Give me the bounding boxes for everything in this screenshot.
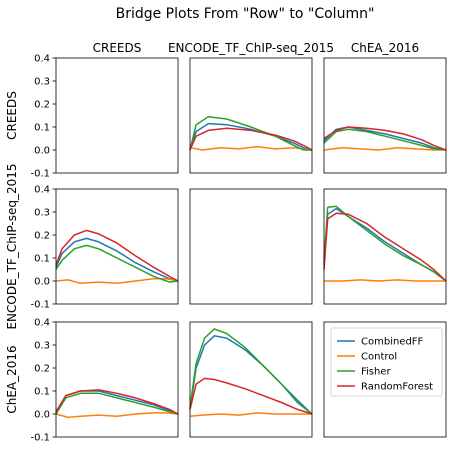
legend-label-fisher: Fisher (361, 367, 392, 378)
row-label-2: ChEA_2016 (5, 345, 19, 413)
y-tick-label: 0.2 (34, 231, 50, 242)
panel-r0-c0: 0.4 0.3 0.2 0.1 0.0 -0.1 (30, 54, 179, 180)
panel-r0-c2 (323, 57, 447, 174)
legend-box (330, 327, 443, 397)
y-tick-label: 0.4 (34, 54, 50, 65)
legend-label-combinedff: CombinedFF (361, 337, 424, 348)
line-control-r0-c1 (189, 145, 313, 151)
line-control-r0-c2 (323, 146, 446, 151)
y-tick-label: 0.1 (34, 254, 50, 265)
line-combinedff-r1-c0 (55, 237, 179, 282)
panel-frame (323, 321, 447, 438)
line-control-r1-c0 (55, 277, 179, 285)
y-tick-label: 0.0 (34, 410, 50, 421)
panel-frame (323, 188, 447, 305)
column-title-1: ENCODE_TF_ChIP-seq_2015 (168, 41, 334, 55)
y-tick-label: -0.1 (30, 433, 50, 444)
legend-label-control: Control (361, 352, 397, 363)
y-tick-label: 0.3 (34, 77, 50, 88)
panel-r0-c1 (189, 57, 313, 174)
legend-label-randomforest: RandomForest (361, 382, 433, 393)
y-tick-label: 0.0 (34, 146, 50, 157)
panel-frame (323, 57, 447, 174)
line-fisher-r0-c1 (189, 115, 312, 151)
panel-r1-c1 (189, 188, 313, 305)
panel-r2-c1 (189, 321, 313, 438)
panel-frame (55, 57, 179, 174)
line-fisher-r1-c0 (55, 244, 179, 283)
line-randomforest-r1-c0 (55, 229, 179, 282)
panel-frame (189, 188, 313, 305)
y-tick-label: 0.3 (34, 341, 50, 352)
line-randomforest-r2-c1 (189, 377, 313, 415)
y-tick-label: 0.1 (34, 387, 50, 398)
line-randomforest-r2-c0 (55, 389, 179, 415)
y-tick-label: 0.4 (34, 318, 50, 329)
y-tick-label: -0.1 (30, 300, 50, 311)
y-tick-label: -0.1 (30, 169, 50, 180)
panel-frame (189, 57, 313, 174)
panel-r2-c2: CombinedFF Control Fisher RandomForest (323, 321, 447, 438)
panel-r1-c0: 0.4 0.3 0.2 0.1 0.0 -0.1 (30, 185, 179, 311)
y-tick-label: 0.2 (34, 364, 50, 375)
y-tick-label: 0.0 (34, 277, 50, 288)
line-fisher-r2-c1 (189, 328, 313, 415)
figure-title: Bridge Plots From "Row" to "Column" (116, 6, 375, 22)
line-randomforest-r0-c1 (189, 127, 313, 151)
panel-grid: 0.40.30.20.10.0-0.10.40.30.20.10.0-0.10.… (30, 54, 447, 444)
row-label-1: ENCODE_TF_ChIP-seq_2015 (5, 163, 19, 329)
row-label-0: CREEDS (5, 91, 19, 140)
line-randomforest-r0-c2 (323, 126, 447, 151)
panel-frame (55, 321, 179, 438)
line-randomforest-r1-c2 (323, 212, 447, 282)
line-combinedff-r0-c1 (189, 122, 313, 151)
line-fisher-r2-c0 (55, 392, 179, 415)
row-labels: CREEDS ENCODE_TF_ChIP-seq_2015 ChEA_2016 (5, 91, 19, 414)
y-tick-label: 0.1 (34, 123, 50, 134)
line-control-r2-c1 (189, 412, 312, 418)
line-fisher-r0-c2 (323, 128, 447, 151)
line-control-r1-c2 (324, 279, 446, 282)
panel-r2-c0: 0.4 0.3 0.2 0.1 0.0 -0.1 (30, 318, 179, 444)
y-tick-label: 0.2 (34, 100, 50, 111)
column-titles: CREEDS ENCODE_TF_ChIP-seq_2015 ChEA_2016 (93, 41, 420, 55)
panel-r1-c2 (323, 188, 447, 305)
panel-frame (55, 188, 179, 305)
line-combinedff-r2-c1 (189, 335, 313, 415)
line-control-r2-c0 (55, 412, 179, 419)
y-tick-label: 0.4 (34, 185, 50, 196)
column-title-2: ChEA_2016 (351, 41, 419, 55)
line-fisher-r1-c2 (323, 205, 447, 282)
y-tick-label: 0.3 (34, 208, 50, 219)
panel-frame (189, 321, 313, 438)
column-title-0: CREEDS (93, 41, 142, 55)
